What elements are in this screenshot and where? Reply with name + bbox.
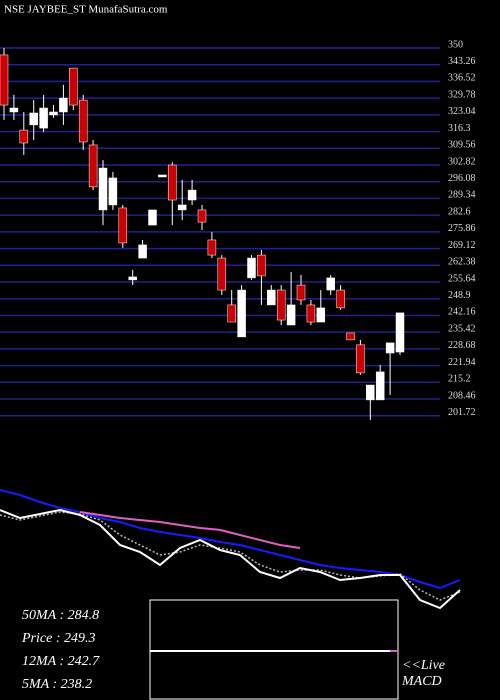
- macd-box: [149, 599, 399, 700]
- candle-body: [138, 244, 147, 259]
- candle-body: [375, 371, 385, 401]
- candle-body: [326, 277, 335, 291]
- candle-body: [108, 177, 118, 206]
- y-tick-label: 309.56: [448, 140, 476, 151]
- macd-label: MACD: [401, 674, 442, 689]
- ma-line: [79, 511, 301, 549]
- ma-line: [0, 508, 461, 610]
- candle-body: [306, 304, 316, 323]
- y-tick-label: 208.46: [448, 390, 476, 401]
- candle-body: [0, 54, 9, 106]
- candle-body: [207, 239, 217, 256]
- y-tick-label: 336.52: [448, 73, 476, 84]
- y-tick-label: 215.2: [448, 374, 471, 385]
- candle-body: [257, 254, 266, 277]
- candle-body: [316, 307, 326, 323]
- candle-body: [98, 167, 108, 211]
- chart-title: NSE JAYBEE_ST MunafaSutra.com: [4, 4, 168, 16]
- y-tick-label: 275.86: [448, 223, 476, 234]
- y-tick-label: 343.26: [448, 56, 476, 67]
- candle-body: [118, 207, 128, 244]
- y-tick-label: 255.64: [448, 273, 476, 284]
- candle-body: [276, 289, 286, 321]
- candle-body: [227, 304, 236, 323]
- y-tick-label: 302.82: [448, 156, 476, 167]
- y-tick-label: 296.08: [448, 173, 476, 184]
- candle-body: [9, 107, 19, 113]
- candle-body: [128, 276, 137, 281]
- y-tick-label: 228.68: [448, 340, 476, 351]
- candle-body: [197, 209, 207, 223]
- info-text: 5MA : 238.2: [22, 677, 92, 692]
- candle-body: [19, 129, 29, 144]
- candle-body: [59, 97, 68, 113]
- candle-body: [267, 289, 276, 306]
- y-tick-label: 262.38: [448, 257, 476, 268]
- y-tick-label: 316.3: [448, 123, 471, 134]
- y-tick-label: 350: [448, 39, 463, 50]
- y-tick-label: 323.04: [448, 106, 476, 117]
- candle-body: [39, 107, 48, 129]
- candle-body: [366, 384, 375, 401]
- ma-line: [0, 489, 461, 590]
- y-tick-label: 248.9: [448, 290, 471, 301]
- candle-body: [217, 257, 227, 291]
- candle-body: [29, 112, 38, 126]
- info-text: 12MA : 242.7: [22, 654, 100, 669]
- macd-label: <<Live: [402, 658, 445, 673]
- candle-body: [158, 174, 167, 178]
- candle-body: [78, 99, 88, 143]
- info-text: 50MA : 284.8: [22, 608, 99, 623]
- y-tick-label: 282.6: [448, 206, 471, 217]
- candle-body: [168, 164, 177, 201]
- candle-body: [88, 144, 98, 188]
- y-tick-label: 269.12: [448, 240, 476, 251]
- candle-body: [247, 257, 256, 279]
- candle-body: [286, 304, 296, 326]
- y-tick-label: 221.94: [448, 357, 476, 368]
- candle-body: [395, 312, 405, 353]
- candle-body: [336, 289, 345, 309]
- candle-body: [49, 111, 58, 116]
- y-tick-label: 329.78: [448, 89, 476, 100]
- y-tick-label: 201.72: [448, 407, 476, 418]
- candle-body: [187, 189, 197, 201]
- y-tick-label: 235.42: [448, 323, 476, 334]
- y-tick-label: 289.34: [448, 190, 476, 201]
- info-text: Price : 249.3: [21, 631, 95, 646]
- candle-body: [177, 204, 187, 211]
- ma-line: [0, 511, 461, 601]
- candle-body: [346, 332, 355, 341]
- y-tick-label: 242.16: [448, 307, 476, 318]
- candle-body: [385, 342, 395, 354]
- candle-body: [237, 289, 246, 338]
- candle-body: [356, 344, 365, 374]
- candle-body: [296, 284, 306, 301]
- candle-body: [69, 67, 78, 106]
- candle-body: [148, 209, 157, 226]
